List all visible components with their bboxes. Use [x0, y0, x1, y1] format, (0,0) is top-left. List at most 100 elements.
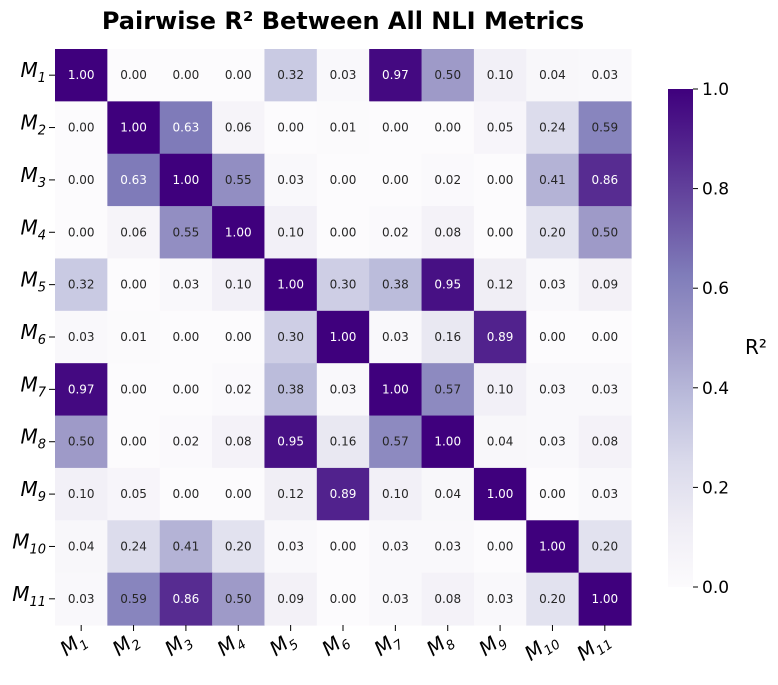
cell-value-label: 0.00 — [330, 539, 357, 553]
heatmap-cell — [316, 572, 370, 626]
heatmap-cell — [107, 310, 161, 364]
y-tick-label: M5 — [20, 268, 46, 296]
heatmap-cell — [264, 206, 318, 260]
cell-value-label: 0.03 — [277, 539, 304, 553]
x-tick-label: M8 — [422, 626, 459, 664]
colorbar-ticks: 0.0 0.2 0.4 0.6 0.8 1.0 — [693, 80, 729, 598]
cell-value-label: 0.32 — [277, 68, 304, 82]
cell-value-label: 0.10 — [225, 278, 252, 292]
cell-value-label: 0.16 — [330, 435, 357, 449]
cell-value-label: 0.30 — [330, 278, 357, 292]
heatmap-cell — [526, 101, 580, 155]
cell-value-label: 0.12 — [487, 278, 514, 292]
x-tick-label: M3 — [160, 626, 197, 664]
cell-value-label: 0.00 — [434, 121, 461, 135]
cell-value-label: 0.38 — [277, 382, 304, 396]
cell-value-label: 0.50 — [591, 225, 618, 239]
heatmap-cell — [159, 310, 213, 364]
colorbar-tick-label: 0.2 — [702, 478, 729, 498]
heatmap-cell — [107, 520, 161, 574]
cell-value-label: 0.00 — [487, 225, 514, 239]
cell-value-label: 0.00 — [539, 487, 566, 501]
heatmap-cell — [473, 572, 527, 626]
cell-value-label: 0.04 — [487, 435, 514, 449]
heatmap-cell — [578, 363, 632, 417]
heatmap-cell — [526, 153, 580, 207]
cell-value-label: 0.03 — [382, 330, 409, 344]
cell-value-label: 0.55 — [225, 173, 252, 187]
colorbar-label: R² — [745, 335, 767, 359]
heatmap-cell — [526, 310, 580, 364]
cell-value-label: 0.00 — [173, 487, 200, 501]
cell-value-label: 0.08 — [225, 435, 252, 449]
cell-value-label: 0.20 — [591, 539, 618, 553]
cell-value-label: 0.05 — [120, 487, 147, 501]
heatmap-cells — [55, 49, 632, 626]
heatmap-cell — [316, 363, 370, 417]
heatmap-cell — [578, 153, 632, 207]
heatmap-cell — [212, 572, 266, 626]
cell-value-label: 0.95 — [434, 278, 461, 292]
heatmap-cell — [421, 415, 475, 469]
heatmap-cell — [421, 206, 475, 260]
cell-value-label: 0.59 — [591, 121, 618, 135]
colorbar-tick-label: 1.0 — [702, 80, 729, 100]
heatmap-cell — [316, 153, 370, 207]
cell-value-label: 0.10 — [382, 487, 409, 501]
heatmap-cell — [421, 363, 475, 417]
heatmap-cell — [473, 101, 527, 155]
heatmap-cell — [526, 206, 580, 260]
x-tick-label: M1 — [55, 626, 92, 664]
heatmap-cell — [316, 520, 370, 574]
cell-value-label: 0.02 — [173, 435, 200, 449]
heatmap-cell — [421, 572, 475, 626]
heatmap-cell — [264, 258, 318, 312]
heatmap-cell — [212, 310, 266, 364]
heatmap-cell — [159, 520, 213, 574]
heatmap-cell — [578, 310, 632, 364]
cell-value-label: 0.00 — [68, 121, 95, 135]
cell-value-label: 0.08 — [591, 435, 618, 449]
heatmap-cell — [369, 520, 423, 574]
heatmap-cell — [369, 153, 423, 207]
x-tick-label: M6 — [317, 626, 354, 664]
heatmap-cell — [369, 101, 423, 155]
heatmap-cell — [264, 153, 318, 207]
heatmap-cell — [578, 572, 632, 626]
heatmap-cell — [316, 467, 370, 521]
cell-value-label: 0.89 — [487, 330, 514, 344]
y-tick-label: M2 — [20, 111, 46, 139]
heatmap-cell — [369, 206, 423, 260]
y-tick-label: M4 — [20, 215, 46, 243]
cell-value-label: 0.24 — [539, 121, 566, 135]
heatmap-cell — [526, 520, 580, 574]
cell-value-label: 0.00 — [68, 173, 95, 187]
heatmap-cell — [55, 572, 108, 626]
cell-value-label: 0.00 — [382, 173, 409, 187]
heatmap-cell — [369, 310, 423, 364]
heatmap-cell — [212, 520, 266, 574]
heatmap-cell — [55, 363, 108, 417]
cell-value-label: 0.00 — [591, 330, 618, 344]
heatmap-cell — [578, 49, 632, 102]
x-tick-label: M5 — [265, 626, 302, 664]
heatmap-cell — [369, 415, 423, 469]
cell-value-label: 0.04 — [434, 487, 461, 501]
heatmap-cell — [264, 310, 318, 364]
heatmap-cell — [159, 101, 213, 155]
heatmap-cell — [55, 153, 108, 207]
heatmap-cell — [55, 310, 108, 364]
y-tick-label: M10 — [12, 529, 46, 557]
heatmap-cell — [316, 310, 370, 364]
cell-value-label: 0.00 — [330, 225, 357, 239]
cell-value-label: 0.95 — [277, 435, 304, 449]
cell-value-label: 0.20 — [539, 592, 566, 606]
cell-value-label: 0.03 — [591, 68, 618, 82]
cell-value-label: 0.08 — [434, 225, 461, 239]
heatmap-cell — [107, 153, 161, 207]
colorbar-tick-label: 0.6 — [702, 279, 729, 299]
cell-value-label: 0.01 — [120, 330, 147, 344]
heatmap-cell — [316, 206, 370, 260]
heatmap-cell-labels: 1.00 0.00 0.00 0.00 0.32 0.03 0.97 0.50 0.10 0.04… — [68, 68, 618, 606]
x-tick-label: M2 — [108, 626, 145, 664]
